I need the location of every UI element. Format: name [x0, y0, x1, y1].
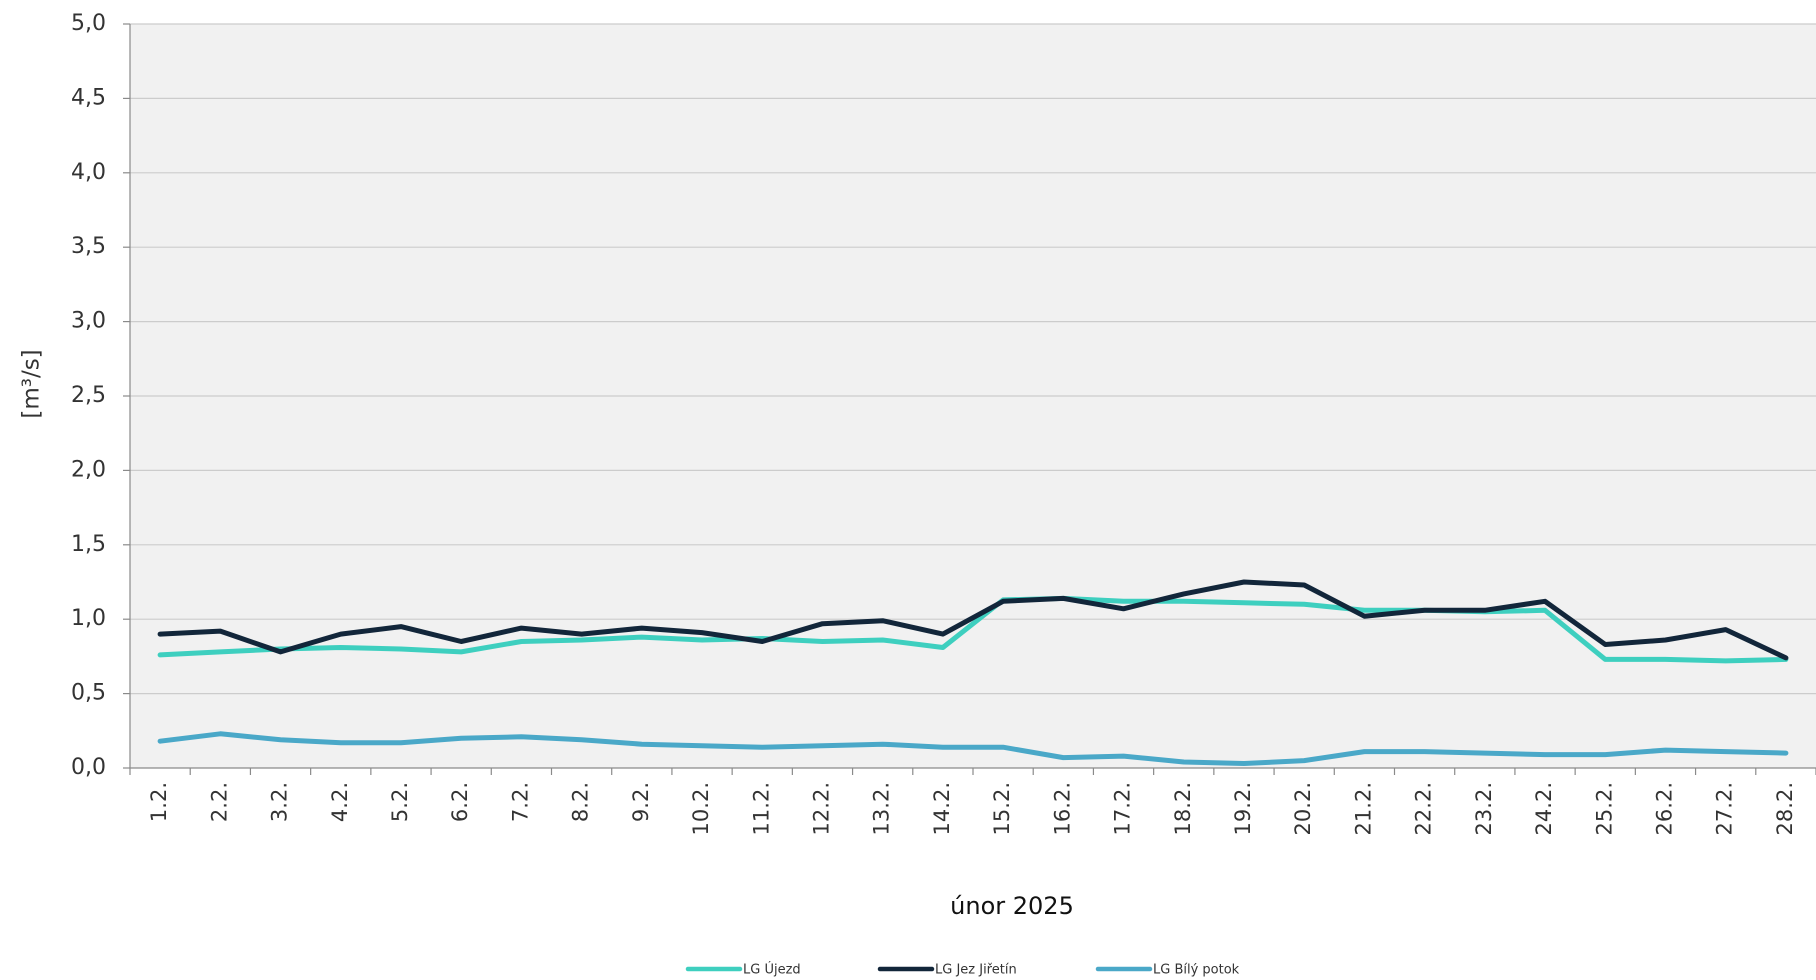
series-line-lg-jez-jiretin [157, 579, 1789, 661]
x-tick-label: 27.2. [1713, 782, 1737, 835]
y-axis-label: [m³/s] [19, 349, 45, 418]
y-tick-label: 3,0 [71, 309, 106, 334]
x-tick-label: 20.2. [1291, 782, 1315, 835]
y-tick-label: 3,5 [71, 234, 106, 259]
x-tick-label: 5.2. [388, 782, 412, 822]
x-tick-label: 24.2. [1532, 782, 1556, 835]
x-tick-label: 21.2. [1351, 782, 1375, 835]
y-tick-label: 2,5 [71, 383, 106, 408]
x-tick-label: 17.2. [1111, 782, 1135, 835]
series-line-lg-ujezd [157, 595, 1789, 664]
x-tick-label: 7.2. [508, 782, 532, 822]
legend-label: LG Újezd [743, 962, 801, 978]
x-tick-label: 3.2. [268, 782, 292, 822]
x-tick-label: 12.2. [809, 782, 833, 835]
x-tick-label: 18.2. [1171, 782, 1195, 835]
x-tick-label: 19.2. [1231, 782, 1255, 835]
legend: LG Újezd LG Jez Jiřetín LG Bílý potok [685, 962, 1240, 978]
x-tick-label: 11.2. [749, 782, 773, 835]
x-axis-label: únor 2025 [950, 892, 1074, 920]
x-tick-label: 1.2. [147, 782, 171, 822]
x-tick-label: 25.2. [1592, 782, 1616, 835]
y-tick-label: 2,0 [71, 457, 106, 482]
y-tick-label: 4,0 [71, 160, 106, 185]
x-tick-label: 26.2. [1652, 782, 1676, 835]
x-tick-label: 10.2. [689, 782, 713, 835]
legend-label: LG Jez Jiřetín [935, 963, 1017, 978]
legend-label: LG Bílý potok [1153, 963, 1240, 978]
x-tick-label: 2.2. [207, 782, 231, 822]
y-tick-label: 4,5 [71, 85, 106, 110]
series-lines [157, 579, 1789, 766]
x-tick-label: 23.2. [1472, 782, 1496, 835]
x-axis-ticks: 1.2. 2.2. 3.2. 4.2. 5.2. 6.2. 7.2. 8.2. 9.2. 10.2… [129, 768, 1816, 835]
series-line-lg-bily-potok [157, 731, 1789, 766]
x-tick-label: 8.2. [569, 782, 593, 822]
x-tick-label: 22.2. [1412, 782, 1436, 835]
x-tick-label: 9.2. [629, 782, 653, 822]
x-tick-label: 4.2. [328, 782, 352, 822]
y-tick-label: 5,0 [71, 11, 106, 36]
y-axis-ticks: 0,0 0,5 1,0 1,5 2,0 2,5 3,0 3,5 4,0 4,5 5,0 [71, 11, 130, 780]
y-tick-label: 0,0 [71, 755, 106, 780]
x-tick-label: 14.2. [930, 782, 954, 835]
x-tick-label: 13.2. [870, 782, 894, 835]
x-tick-label: 6.2. [448, 782, 472, 822]
x-tick-label: 15.2. [990, 782, 1014, 835]
x-tick-label: 16.2. [1050, 782, 1074, 835]
y-tick-label: 1,5 [71, 532, 106, 557]
x-tick-label: 28.2. [1773, 782, 1797, 835]
y-tick-label: 1,0 [71, 606, 106, 631]
y-tick-label: 0,5 [71, 681, 106, 706]
